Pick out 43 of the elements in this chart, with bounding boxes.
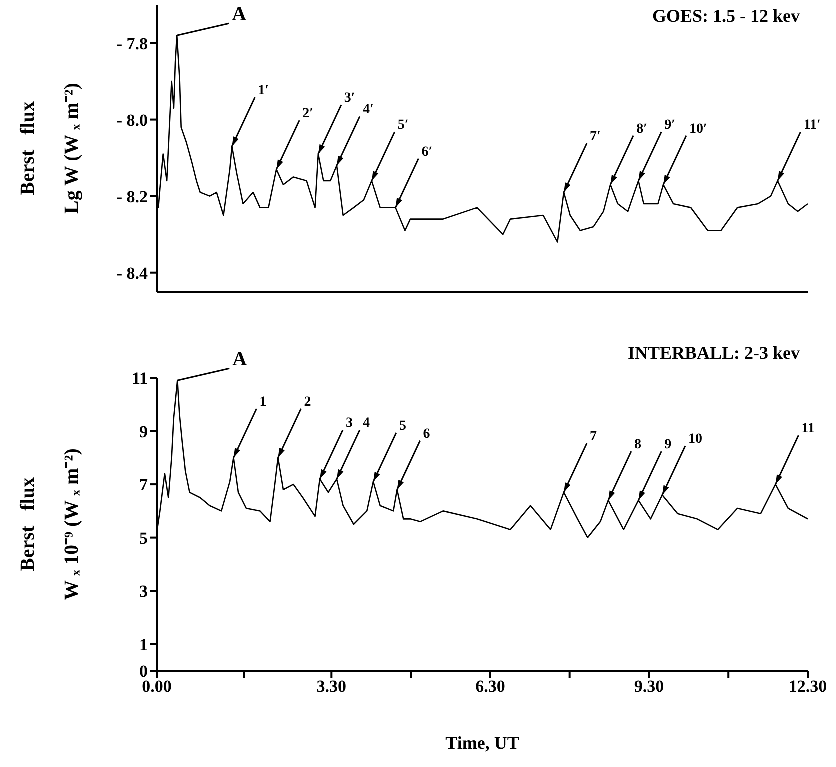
y-axis-title: Berst flux Lg W (W ₓ m⁻²) <box>17 83 83 214</box>
y-tick-label: 5 <box>140 528 148 548</box>
y-tick-label: 1 <box>140 635 148 654</box>
annotation: 3 <box>346 416 354 432</box>
annotation: 9 <box>664 438 672 453</box>
y-tick-label: 7 <box>140 476 148 495</box>
annotation: 9′ <box>664 118 676 134</box>
annotation: 2 <box>304 394 312 410</box>
annotation: A <box>232 348 248 371</box>
annotation: 2′ <box>302 106 314 122</box>
y-tick-label: - 8.4 <box>116 264 148 283</box>
annotation: 10 <box>688 432 702 448</box>
annotation: 1′ <box>258 84 270 99</box>
y-axis-title: Berst flux W ₓ 10⁻⁹ (W ₓ m⁻²) <box>17 448 83 600</box>
y-tick-label: - 8.0 <box>116 110 148 130</box>
chart-title: GOES: 1.5 - 12 kev <box>652 6 800 26</box>
annotation: 5′ <box>398 118 409 134</box>
x-tick-label: 9.30 <box>634 677 664 696</box>
annotation: 1 <box>260 394 267 410</box>
annotation: 5 <box>399 418 406 434</box>
annotation: 8 <box>634 438 642 453</box>
annotation: A <box>232 4 248 26</box>
y-tick-label: 9 <box>140 422 148 442</box>
y-tick-label: - 7.8 <box>116 34 148 54</box>
annotation: 10′ <box>690 122 708 137</box>
annotation: 8′ <box>636 122 648 137</box>
annotation: 6 <box>423 426 430 442</box>
x-tick-label: 12.30 <box>788 677 828 696</box>
x-tick-label: 6.30 <box>476 677 506 696</box>
chart-title: INTERBALL: 2-3 kev <box>628 343 800 363</box>
annotation: 6′ <box>422 144 433 160</box>
annotation: 11 <box>802 422 815 437</box>
annotation: 4′ <box>362 102 374 118</box>
y-tick-label: 3 <box>140 582 148 602</box>
annotation: 7 <box>590 430 598 445</box>
x-tick-label: 3.30 <box>316 677 347 696</box>
y-tick-label: 11 <box>132 369 148 388</box>
x-axis-title: Time, UT <box>446 733 520 753</box>
annotation: 11′ <box>804 118 822 134</box>
annotation: 7′ <box>590 130 602 145</box>
annotation: 4 <box>362 416 370 432</box>
annotation: 3′ <box>344 91 356 106</box>
y-tick-label: - 8.2 <box>116 187 148 206</box>
